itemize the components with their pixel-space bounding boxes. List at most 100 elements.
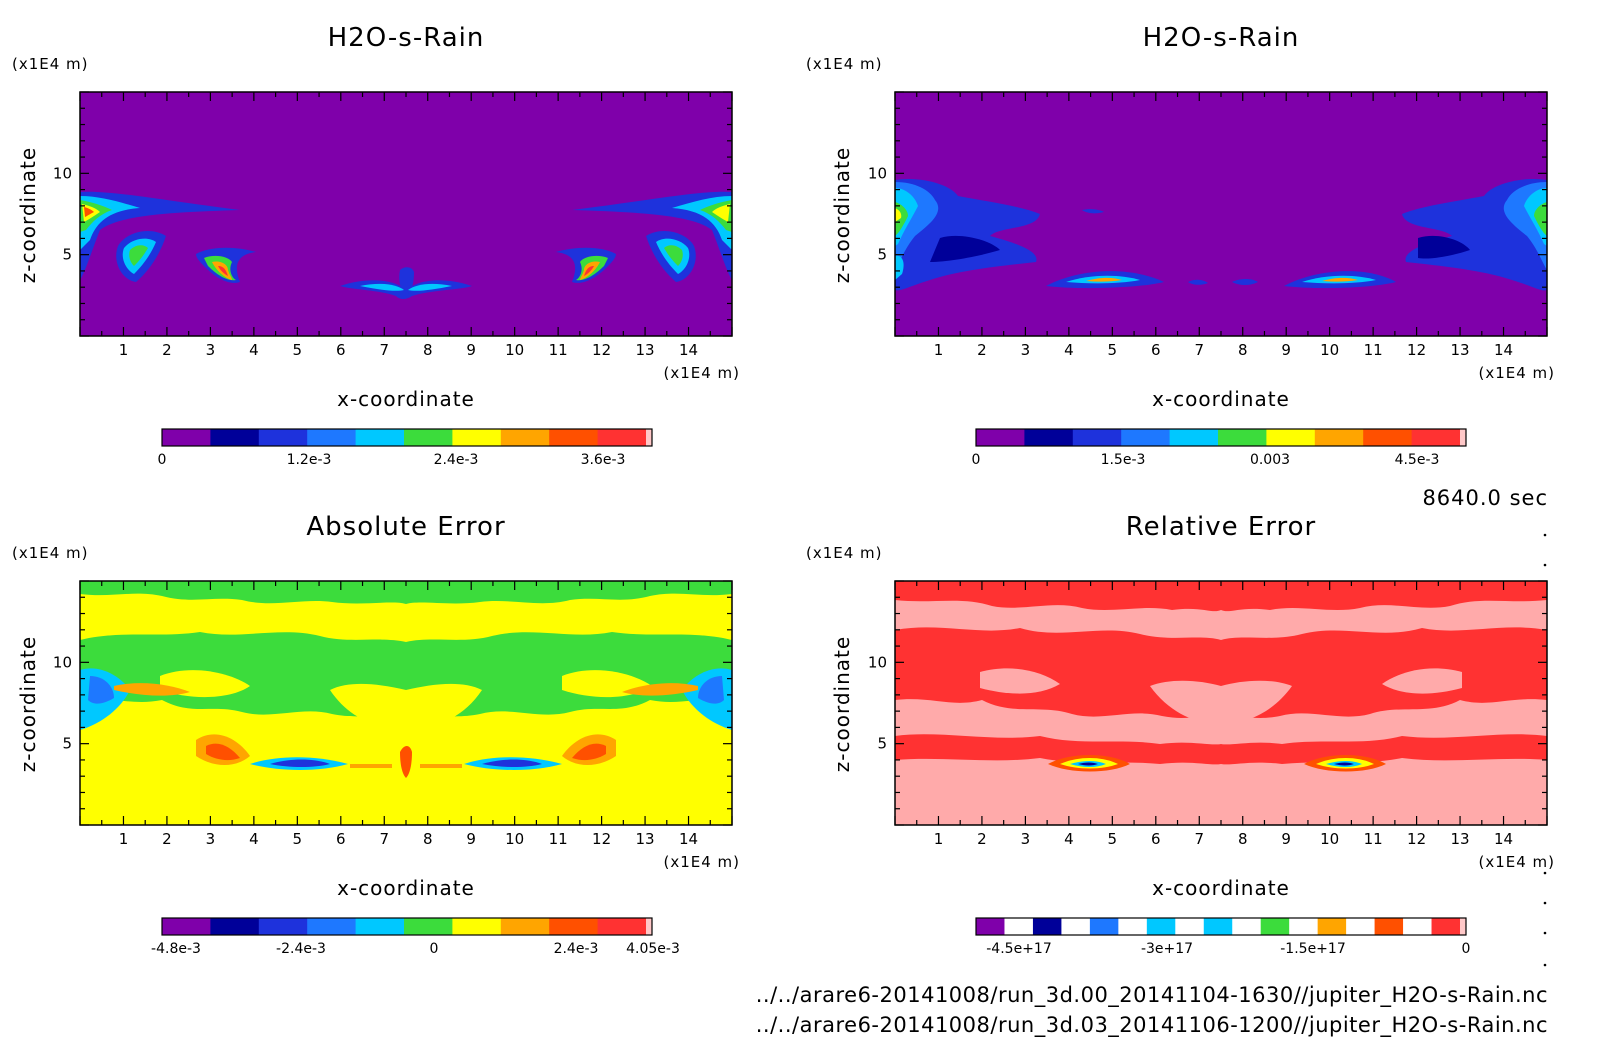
- x-tick-label: 6: [336, 341, 346, 359]
- x-tick-label: 4: [1064, 830, 1074, 848]
- x-tick-label: 7: [379, 341, 389, 359]
- colorbar: [975, 917, 1467, 936]
- x-tick-labels: 1 2 3 4 5 6 7 8 9 10 11 12 13 14: [119, 341, 698, 359]
- x-tick-label: 11: [1364, 830, 1383, 848]
- x-tick-label: 13: [1451, 830, 1470, 848]
- x-tick-label: 10: [1320, 830, 1339, 848]
- colorbar-swatch: [404, 429, 453, 446]
- y-axis-label: z-coordinate: [830, 147, 854, 283]
- x-tick-labels: 1 2 3 4 5 6 7 8 9 10 11 12 13 14: [934, 830, 1513, 848]
- colorbar-swatch: [1118, 918, 1148, 935]
- colorbar-swatch: [1460, 918, 1466, 935]
- colorbar-tick-label: 0: [972, 452, 981, 468]
- x-tick-label: 2: [977, 341, 987, 359]
- y-tick-label: 5: [877, 735, 887, 753]
- panel-title: H2O-s-Rain: [328, 23, 485, 53]
- colorbar-frame: [161, 428, 653, 447]
- x-unit-label: (x1E4 m): [1478, 853, 1555, 871]
- panel-title: Absolute Error: [306, 512, 505, 542]
- x-tick-label: 1: [119, 830, 129, 848]
- colorbar-swatch: [307, 429, 357, 446]
- x-tick-label: 14: [1494, 830, 1513, 848]
- y-tick-labels: 5 10: [53, 164, 72, 263]
- colorbar-swatch: [1403, 918, 1433, 935]
- y-tick-label: 10: [53, 164, 72, 182]
- colorbar-swatch: [1169, 429, 1219, 446]
- x-unit-label: (x1E4 m): [663, 364, 740, 382]
- x-tick-label: 8: [423, 341, 433, 359]
- contour-field: [80, 191, 732, 299]
- x-tick-label: 7: [1194, 341, 1204, 359]
- x-tick-label: 11: [1364, 341, 1383, 359]
- colorbar-swatch: [597, 918, 647, 935]
- colorbar-tick-label: 3.6e-3: [581, 452, 626, 468]
- x-tick-labels: 1 2 3 4 5 6 7 8 9 10 11 12 13 14: [119, 830, 698, 848]
- x-tick-label: 7: [1194, 830, 1204, 848]
- y-tick-label: 5: [62, 735, 72, 753]
- y-unit-label: (x1E4 m): [12, 544, 89, 562]
- x-tick-label: 6: [336, 830, 346, 848]
- x-tick-label: 13: [636, 830, 655, 848]
- colorbar-tick-labels: 0 1.5e-3 0.003 4.5e-3: [972, 452, 1440, 468]
- colorbar-swatch: [307, 918, 357, 935]
- x-tick-label: 7: [379, 830, 389, 848]
- x-tick-label: 1: [934, 830, 944, 848]
- y-tick-label: 10: [868, 653, 887, 671]
- colorbar-tick-labels: -4.5e+17 -3e+17 -1.5e+17 0: [986, 941, 1470, 957]
- colorbar-swatch: [258, 918, 308, 935]
- colorbar-swatch: [1089, 918, 1119, 935]
- colorbar-tick-labels: -4.8e-3 -2.4e-3 0 2.4e-3 4.05e-3: [151, 941, 680, 957]
- x-tick-label: 3: [206, 830, 216, 848]
- colorbar-tick-label: -4.5e+17: [986, 941, 1051, 957]
- colorbar-swatch: [1260, 918, 1290, 935]
- y-tick-label: 5: [877, 246, 887, 264]
- x-tick-label: 13: [636, 341, 655, 359]
- x-tick-label: 5: [293, 341, 303, 359]
- colorbar-swatch: [1232, 918, 1262, 935]
- x-tick-label: 3: [1021, 830, 1031, 848]
- x-tick-label: 9: [1281, 341, 1291, 359]
- x-axis-label: x-coordinate: [1152, 387, 1290, 411]
- x-tick-label: 12: [592, 830, 611, 848]
- colorbar-tick-label: -1.5e+17: [1280, 941, 1345, 957]
- y-tick-label: 5: [62, 246, 72, 264]
- colorbar-swatch: [500, 918, 550, 935]
- colorbar-swatch: [210, 429, 260, 446]
- y-unit-label: (x1E4 m): [806, 544, 883, 562]
- colorbar: [161, 917, 653, 936]
- plot-area: [894, 91, 1548, 337]
- colorbar-swatch: [1218, 429, 1267, 446]
- x-tick-label: 8: [1238, 341, 1248, 359]
- colorbar-swatch: [210, 918, 260, 935]
- colorbar-tick-label: 4.05e-3: [626, 941, 680, 957]
- x-axis-label: x-coordinate: [337, 387, 475, 411]
- x-tick-label: 2: [977, 830, 987, 848]
- colorbar-swatch: [452, 429, 502, 446]
- colorbar-swatch: [1411, 429, 1461, 446]
- colorbar-swatch: [258, 429, 308, 446]
- colorbar-tick-label: 1.2e-3: [287, 452, 332, 468]
- x-tick-label: 6: [1151, 830, 1161, 848]
- time-label: 8640.0 sec: [1422, 486, 1548, 510]
- colorbar-swatch: [1289, 918, 1319, 935]
- colorbar-swatch: [1266, 429, 1316, 446]
- x-tick-label: 9: [466, 341, 476, 359]
- colorbar: [161, 428, 653, 447]
- y-unit-label: (x1E4 m): [12, 55, 89, 73]
- colorbar-swatch: [1004, 918, 1034, 935]
- x-tick-label: 14: [1494, 341, 1513, 359]
- panel-title: Relative Error: [1126, 512, 1317, 542]
- y-tick-labels: 5 10: [868, 164, 887, 263]
- x-tick-label: 8: [423, 830, 433, 848]
- x-tick-label: 4: [1064, 341, 1074, 359]
- x-tick-label: 1: [934, 341, 944, 359]
- plot-area: [894, 580, 1548, 826]
- colorbar-swatch: [355, 429, 405, 446]
- y-tick-label: 10: [53, 653, 72, 671]
- file-path-2: ../../arare6-20141008/run_3d.03_20141106…: [756, 1013, 1548, 1038]
- colorbar-frame: [975, 428, 1467, 447]
- colorbar-tick-label: -4.8e-3: [151, 941, 201, 957]
- x-tick-label: 11: [549, 341, 568, 359]
- colorbar-swatch: [1346, 918, 1376, 935]
